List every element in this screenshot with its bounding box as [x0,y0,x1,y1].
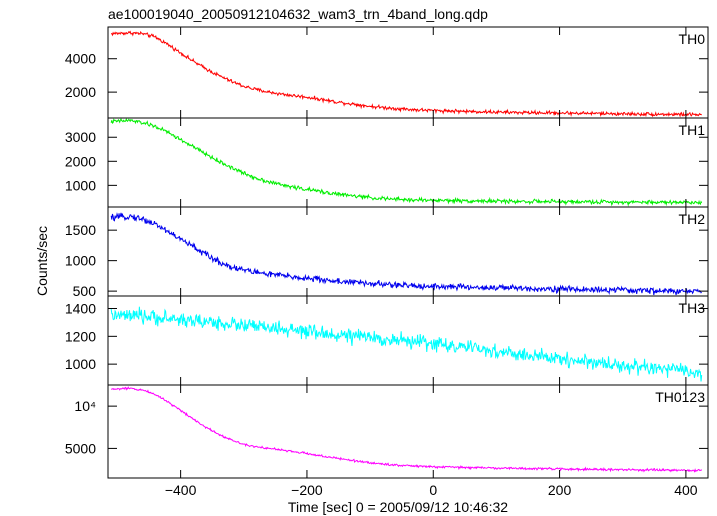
x-tick-label: 400 [674,482,698,498]
panels-group: 2000 4000 TH0 1000 2000 3000 TH1 500 1000 1500 TH2… [65,26,709,479]
panel-frame [107,26,709,119]
panel-label-th2: TH2 [679,211,706,227]
panel-frame [107,295,709,386]
series-line-th0 [110,30,703,118]
panel-label-th3: TH3 [679,300,706,316]
y-tick-label: 2000 [65,153,96,169]
y-tick-label: 1500 [65,222,96,238]
panel-th0123: 5000 10⁴ TH0123 [65,384,709,479]
series-line-th1 [110,117,703,207]
y-tick-label: 1200 [65,328,96,344]
y-tick-label: 3000 [65,129,96,145]
panel-frame [107,117,709,208]
y-tick-label: 5000 [65,440,96,456]
panel-th1: 1000 2000 3000 TH1 [65,117,709,208]
x-tick-label: 0 [429,482,437,498]
series-line-th0123 [111,386,703,473]
x-tick-label: 200 [548,482,572,498]
x-tick-label: −400 [165,482,197,498]
x-tick-label: −200 [291,482,323,498]
y-tick-label: 1000 [65,177,96,193]
panel-th3: 1000 1200 1400 TH3 [65,295,709,386]
y-tick-label: 1400 [65,301,96,317]
panel-th0: 2000 4000 TH0 [65,26,709,119]
x-axis-ticks: −400 −200 0 200 400 [165,482,698,498]
chart-title: ae100019040_20050912104632_wam3_trn_4ban… [108,6,488,22]
panel-label-th0123: TH0123 [655,389,705,405]
series-line-th3 [110,306,703,382]
y-tick-label: 2000 [65,84,96,100]
panel-label-th1: TH1 [679,122,706,138]
y-axis-label: Counts/sec [34,226,50,296]
y-tick-label: 4000 [65,51,96,67]
x-axis-label: Time [sec] 0 = 2005/09/12 10:46:32 [288,499,508,515]
y-tick-label: 1000 [65,253,96,269]
y-tick-label: 10⁴ [74,398,96,414]
panel-label-th0: TH0 [679,31,706,47]
panel-frame [107,384,709,479]
y-tick-label: 500 [73,283,97,299]
y-tick-label: 1000 [65,356,96,372]
panel-th2: 500 1000 1500 TH2 [65,206,709,299]
series-line-th2 [110,212,702,296]
